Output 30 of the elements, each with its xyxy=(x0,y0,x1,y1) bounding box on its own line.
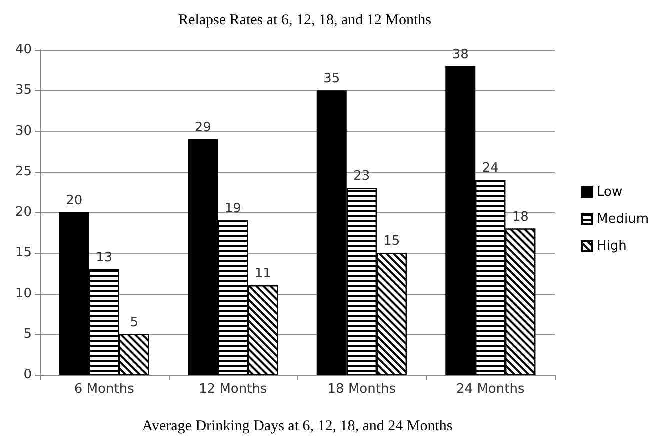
data-label: 38 xyxy=(452,47,469,62)
y-tick-label: 30 xyxy=(15,124,32,139)
y-tick-label: 35 xyxy=(15,83,32,98)
data-label: 5 xyxy=(130,315,139,330)
data-label: 19 xyxy=(224,202,242,217)
chart-title: Relapse Rates at 6, 12, 18, and 12 Months xyxy=(178,12,432,28)
data-label: 24 xyxy=(482,161,499,176)
y-tick-label: 5 xyxy=(24,326,32,342)
y-tick-label: 10 xyxy=(15,286,32,302)
x-tick-label: 18 Months xyxy=(328,382,396,397)
y-tick-label: 40 xyxy=(15,42,32,58)
data-label: 23 xyxy=(354,169,370,184)
y-tick-label: 0 xyxy=(24,368,32,382)
y-tick-label: 15 xyxy=(15,246,32,261)
legend-label: High xyxy=(597,239,627,254)
y-tick-label: 25 xyxy=(15,164,32,180)
data-label: 35 xyxy=(324,72,340,87)
data-label: 11 xyxy=(254,266,272,282)
data-label: 29 xyxy=(194,120,212,136)
x-tick-label: 6 Months xyxy=(74,382,135,397)
y-tick-label: 20 xyxy=(15,205,32,220)
data-label: 18 xyxy=(512,210,529,225)
legend-label: Medium xyxy=(597,212,650,227)
data-label: 13 xyxy=(96,250,113,266)
data-label: 15 xyxy=(384,234,400,250)
x-tick-label: 24 Months xyxy=(456,382,525,397)
x-tick-label: 12 Months xyxy=(199,382,268,397)
x-axis-title: Average Drinking Days at 6, 12, 18, and 24 Months xyxy=(142,418,453,434)
legend-label: Low xyxy=(597,185,623,200)
data-label: 20 xyxy=(66,194,83,208)
